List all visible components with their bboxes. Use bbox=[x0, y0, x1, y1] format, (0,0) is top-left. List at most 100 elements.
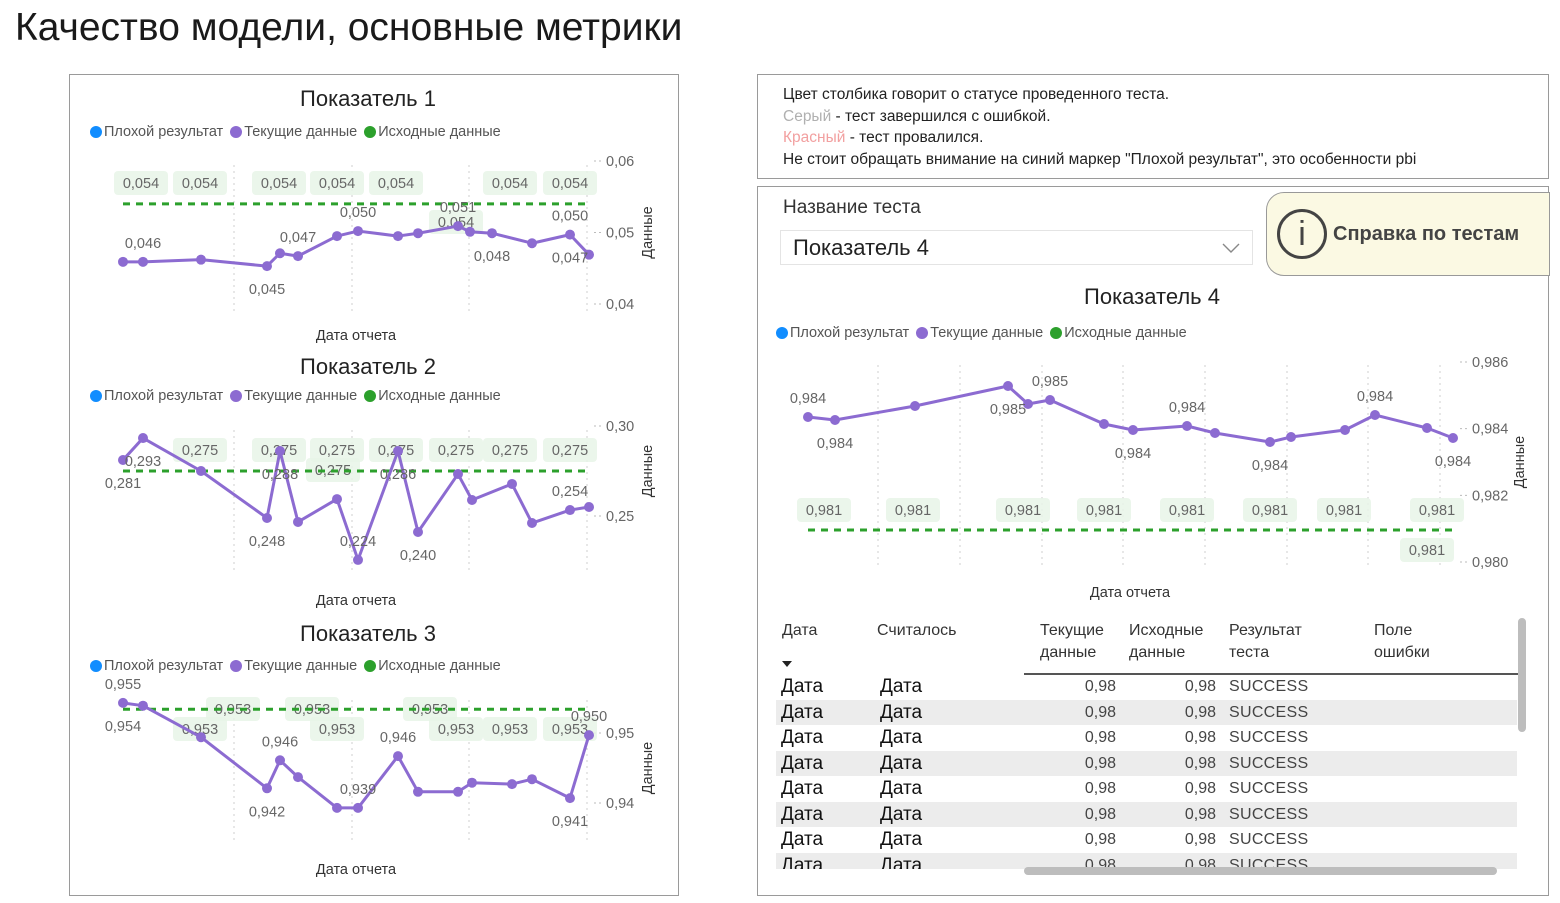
cell-date: Дата bbox=[781, 854, 824, 869]
cell-result: SUCCESS bbox=[1229, 856, 1309, 869]
cell-date: Дата bbox=[781, 752, 824, 774]
cell-baseline: 0,98 bbox=[1184, 780, 1216, 797]
table-row[interactable]: Дата Дата 0,98 0,98 SUCCESS bbox=[776, 674, 1517, 699]
legend-label: Текущие данные bbox=[930, 325, 1044, 341]
col-header-current[interactable]: Текущие данные bbox=[1040, 622, 1104, 661]
legend-item-0: Плохой результат bbox=[776, 325, 909, 341]
cell-date: Дата bbox=[781, 778, 824, 799]
table-row[interactable]: Дата Дата 0,98 0,98 SUCCESS bbox=[776, 852, 1517, 869]
x-axis-title: Дата отчета bbox=[1089, 585, 1171, 601]
legend-dot-icon bbox=[1050, 327, 1063, 339]
cell-baseline: 0,98 bbox=[1184, 729, 1216, 746]
horizontal-scrollbar[interactable] bbox=[1024, 867, 1497, 875]
legend-dot-icon bbox=[230, 660, 243, 672]
vertical-scrollbar[interactable] bbox=[1518, 618, 1526, 732]
chart-legend: Плохой результат Текущие данные Исходные д… bbox=[776, 325, 1194, 341]
cell-current: 0,98 bbox=[1084, 678, 1116, 695]
chart-title: Показатель 1 bbox=[300, 86, 436, 111]
legend-dot-icon bbox=[230, 126, 243, 138]
cell-baseline: 0,98 bbox=[1184, 805, 1216, 823]
cell-current: 0,98 bbox=[1084, 780, 1116, 797]
table-row[interactable]: Дата Дата 0,98 0,98 SUCCESS bbox=[776, 725, 1517, 750]
chart-legend: Плохой результат Текущие данные Исходные д… bbox=[90, 658, 508, 674]
legend-label: Исходные данные bbox=[378, 658, 501, 674]
cell-calculated: Дата bbox=[880, 727, 923, 748]
cell-result: SUCCESS bbox=[1229, 678, 1309, 695]
x-axis-title: Дата отчета bbox=[315, 328, 397, 344]
legend-label: Плохой результат bbox=[104, 124, 224, 140]
cell-date: Дата bbox=[781, 727, 824, 748]
legend-dot-icon bbox=[90, 390, 102, 402]
legend-dot-icon bbox=[916, 327, 929, 339]
page-title: Качество модели, основные метрики bbox=[15, 6, 683, 49]
info-line-gray: Серый - тест завершился с ошибкой. bbox=[783, 106, 1548, 128]
table-row[interactable]: Дата Дата 0,98 0,98 SUCCESS bbox=[776, 801, 1517, 827]
filter-label: Название теста bbox=[783, 197, 921, 218]
cell-result: SUCCESS bbox=[1229, 780, 1309, 797]
sort-descending-icon[interactable] bbox=[782, 661, 794, 669]
test-name-dropdown[interactable]: Показатель 4 bbox=[780, 230, 1253, 265]
legend-label: Исходные данные bbox=[1064, 325, 1187, 341]
legend-item-2: Исходные данные bbox=[364, 124, 501, 140]
col-header-error[interactable]: Поле ошибки bbox=[1374, 622, 1430, 661]
legend-label: Текущие данные bbox=[244, 124, 358, 140]
help-button-label: Справка по тестам bbox=[1333, 222, 1520, 245]
cell-current: 0,98 bbox=[1084, 856, 1116, 869]
legend-item-0: Плохой результат bbox=[90, 388, 223, 404]
legend-label: Плохой результат bbox=[790, 325, 910, 341]
cell-date: Дата bbox=[781, 701, 824, 723]
legend-label: Исходные данные bbox=[378, 124, 501, 140]
table-row[interactable]: Дата Дата 0,98 0,98 SUCCESS bbox=[776, 699, 1517, 725]
table-row[interactable]: Дата Дата 0,98 0,98 SUCCESS bbox=[776, 827, 1517, 852]
chart-title: Показатель 4 bbox=[1084, 284, 1220, 309]
legend-item-1: Текущие данные bbox=[916, 325, 1043, 341]
col-header-date[interactable]: Дата bbox=[782, 622, 818, 639]
cell-baseline: 0,98 bbox=[1184, 831, 1216, 848]
cell-calculated: Дата bbox=[880, 803, 923, 825]
col-header-result[interactable]: Результат теста bbox=[1229, 622, 1302, 661]
x-axis-title: Дата отчета bbox=[315, 593, 397, 609]
cell-current: 0,98 bbox=[1084, 729, 1116, 746]
col-header-calculated[interactable]: Считалось bbox=[877, 622, 957, 639]
legend-dot-icon bbox=[364, 126, 377, 138]
cell-calculated: Дата bbox=[880, 701, 923, 723]
cell-baseline: 0,98 bbox=[1184, 703, 1216, 721]
legend-item-2: Исходные данные bbox=[364, 388, 501, 404]
cell-date: Дата bbox=[781, 676, 824, 697]
legend-dot-icon bbox=[90, 660, 102, 672]
red-word: Красный bbox=[783, 129, 846, 146]
cell-calculated: Дата bbox=[880, 854, 923, 869]
legend-item-1: Текущие данные bbox=[230, 658, 357, 674]
header-divider bbox=[1024, 673, 1518, 675]
cell-current: 0,98 bbox=[1084, 805, 1116, 823]
legend-item-2: Исходные данные bbox=[1050, 325, 1187, 341]
chart-title: Показатель 3 bbox=[300, 621, 436, 646]
legend-item-0: Плохой результат bbox=[90, 658, 223, 674]
info-line-1: Цвет столбика говорит о статусе проведен… bbox=[783, 86, 1170, 103]
chart-legend: Плохой результат Текущие данные Исходные д… bbox=[90, 388, 508, 404]
cell-baseline: 0,98 bbox=[1184, 754, 1216, 772]
col-header-baseline[interactable]: Исходные данные bbox=[1129, 622, 1204, 661]
cell-calculated: Дата bbox=[880, 778, 923, 799]
legend-dot-icon bbox=[776, 327, 788, 339]
chart-legend: Плохой результат Текущие данные Исходные д… bbox=[90, 124, 508, 140]
legend-item-1: Текущие данные bbox=[230, 124, 357, 140]
cell-date: Дата bbox=[781, 829, 824, 850]
legend-item-2: Исходные данные bbox=[364, 658, 501, 674]
cell-calculated: Дата bbox=[880, 752, 923, 774]
legend-dot-icon bbox=[364, 390, 377, 402]
cell-current: 0,98 bbox=[1084, 754, 1116, 772]
legend-dot-icon bbox=[230, 390, 243, 402]
info-icon: i bbox=[1277, 209, 1327, 259]
table-row[interactable]: Дата Дата 0,98 0,98 SUCCESS bbox=[776, 750, 1517, 776]
legend-label: Исходные данные bbox=[378, 388, 501, 404]
left-charts-panel bbox=[69, 74, 679, 896]
legend-label: Текущие данные bbox=[244, 388, 358, 404]
help-button[interactable]: i Справка по тестам bbox=[1266, 192, 1550, 276]
table-row[interactable]: Дата Дата 0,98 0,98 SUCCESS bbox=[776, 776, 1517, 801]
legend-label: Текущие данные bbox=[244, 658, 358, 674]
info-line-red: Красный - тест провалился. bbox=[783, 127, 1548, 149]
dropdown-value: Показатель 4 bbox=[793, 234, 929, 260]
cell-baseline: 0,98 bbox=[1184, 856, 1216, 869]
gray-desc: - тест завершился с ошибкой. bbox=[831, 107, 1051, 125]
